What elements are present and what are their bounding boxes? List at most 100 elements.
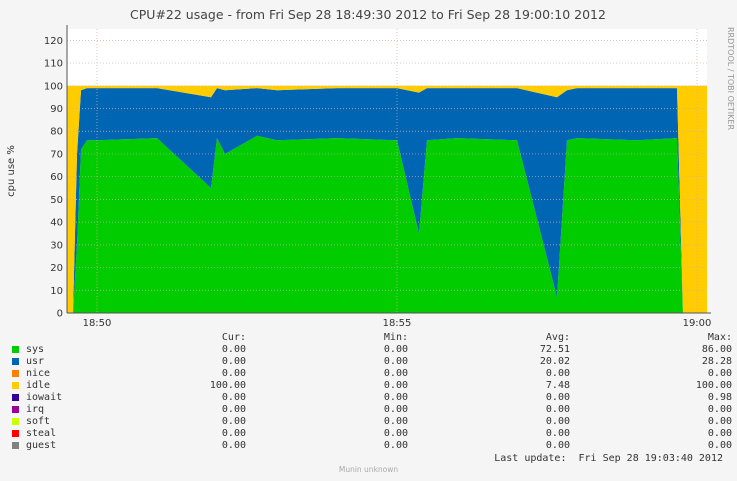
legend-swatch-soft — [12, 417, 19, 425]
legend-cur: 0.00 — [221, 416, 246, 427]
x-tick-18:50: 18:50 — [83, 318, 112, 329]
legend-max: 0.00 — [707, 416, 732, 427]
legend-row-guest: guest 0.00 0.00 0.00 0.00 — [12, 440, 732, 452]
legend-swatch-steal — [12, 429, 19, 437]
legend-min: 0.00 — [383, 392, 408, 403]
legend-name: nice — [26, 368, 51, 379]
legend-name: steal — [26, 428, 57, 439]
legend-min: 0.00 — [383, 440, 408, 451]
legend-min: 0.00 — [383, 428, 408, 439]
legend-swatch-guest — [12, 441, 19, 449]
legend-name: usr — [26, 356, 45, 367]
legend-header-row: Cur: Min: Avg: Max: — [12, 332, 732, 344]
y-axis-ticks: 0 10 20 30 40 50 60 70 80 90 100 110 120 — [44, 36, 63, 320]
legend-max: 86.00 — [701, 344, 732, 355]
legend-swatch — [12, 380, 20, 392]
legend-swatch — [12, 368, 20, 380]
legend-name: irq — [26, 404, 45, 415]
legend-avg: 20.02 — [539, 356, 570, 367]
area-sys — [67, 135, 707, 313]
legend-min: 0.00 — [383, 380, 408, 391]
legend-avg: 0.00 — [545, 440, 570, 451]
legend-cur: 100.00 — [209, 380, 246, 391]
grid-lines — [67, 29, 707, 313]
legend-header-min: Min: — [383, 332, 408, 343]
chart-title: CPU#22 usage - from Fri Sep 28 18:49:30 … — [130, 7, 606, 22]
legend-avg: 72.51 — [539, 344, 570, 355]
y-tick-30: 30 — [50, 240, 63, 251]
legend-row-usr: usr 0.00 0.00 20.02 28.28 — [12, 356, 732, 368]
legend-header-avg: Avg: — [545, 332, 570, 343]
legend-max: 0.00 — [707, 428, 732, 439]
legend-cur: 0.00 — [221, 428, 246, 439]
x-tick-18:55: 18:55 — [383, 318, 412, 329]
legend-row-iowait: iowait 0.00 0.00 0.00 0.98 — [12, 392, 732, 404]
legend-swatch-iowait — [12, 393, 19, 401]
footer-munin: Munin unknown — [338, 465, 399, 474]
stacked-areas — [67, 85, 707, 313]
legend-swatch — [12, 428, 20, 440]
legend-swatch — [12, 392, 20, 404]
y-tick-110: 110 — [44, 59, 63, 70]
legend-swatch-idle — [12, 381, 19, 389]
legend-row-soft: soft 0.00 0.00 0.00 0.00 — [12, 416, 732, 428]
legend-swatch-nice — [12, 369, 19, 377]
rrdtool-credit: RRDTOOL / TOBI OETIKER — [726, 27, 735, 130]
x-tick-19:00: 19:00 — [683, 318, 712, 329]
legend-name: sys — [26, 344, 45, 355]
y-tick-20: 20 — [50, 263, 63, 274]
legend-avg: 0.00 — [545, 392, 570, 403]
y-tick-10: 10 — [50, 286, 63, 297]
legend-avg: 0.00 — [545, 416, 570, 427]
legend-avg: 0.00 — [545, 428, 570, 439]
legend-avg: 0.00 — [545, 368, 570, 379]
y-tick-120: 120 — [44, 36, 63, 47]
legend-max: 0.00 — [707, 440, 732, 451]
legend-swatch — [12, 356, 20, 368]
legend-row-sys: sys 0.00 0.00 72.51 86.00 — [12, 344, 732, 356]
legend-cur: 0.00 — [221, 368, 246, 379]
legend-swatch — [12, 404, 20, 416]
x-axis-ticks: 18:50 18:55 19:00 — [83, 318, 712, 329]
legend-row-nice: nice 0.00 0.00 0.00 0.00 — [12, 368, 732, 380]
legend-header-max: Max: — [707, 332, 732, 343]
legend-row-steal: steal 0.00 0.00 0.00 0.00 — [12, 428, 732, 440]
legend-swatch-sys — [12, 345, 19, 353]
legend-name: guest — [26, 440, 57, 451]
legend-max: 28.28 — [701, 356, 732, 367]
y-tick-70: 70 — [50, 149, 63, 160]
legend-max: 0.98 — [707, 392, 732, 403]
legend-max: 0.00 — [707, 404, 732, 415]
legend-max: 100.00 — [695, 380, 732, 391]
y-tick-40: 40 — [50, 218, 63, 229]
legend-avg: 7.48 — [545, 380, 570, 391]
legend-avg: 0.00 — [545, 404, 570, 415]
y-tick-50: 50 — [50, 195, 63, 206]
legend-header-cur: Cur: — [221, 332, 246, 343]
area-usr — [67, 88, 707, 313]
legend-name: iowait — [26, 392, 63, 403]
legend-cur: 0.00 — [221, 440, 246, 451]
legend-cur: 0.00 — [221, 356, 246, 367]
legend-name: soft — [26, 416, 51, 427]
y-tick-100: 100 — [44, 81, 63, 92]
legend-swatch — [12, 440, 20, 452]
legend-table: Cur: Min: Avg: Max: sys 0.00 0.00 72.51 86.0… — [12, 332, 732, 452]
legend-swatch-irq — [12, 405, 19, 413]
axes — [66, 25, 711, 314]
legend-min: 0.00 — [383, 368, 408, 379]
legend-min: 0.00 — [383, 356, 408, 367]
legend-min: 0.00 — [383, 344, 408, 355]
legend-cur: 0.00 — [221, 344, 246, 355]
legend-cur: 0.00 — [221, 404, 246, 415]
legend-min: 0.00 — [383, 416, 408, 427]
legend-swatch — [12, 416, 20, 428]
legend-min: 0.00 — [383, 404, 408, 415]
y-tick-80: 80 — [50, 127, 63, 138]
legend-swatch-usr — [12, 357, 19, 365]
legend-row-irq: irq 0.00 0.00 0.00 0.00 — [12, 404, 732, 416]
legend-swatch — [12, 344, 20, 356]
legend-cur: 0.00 — [221, 392, 246, 403]
legend-max: 0.00 — [707, 368, 732, 379]
